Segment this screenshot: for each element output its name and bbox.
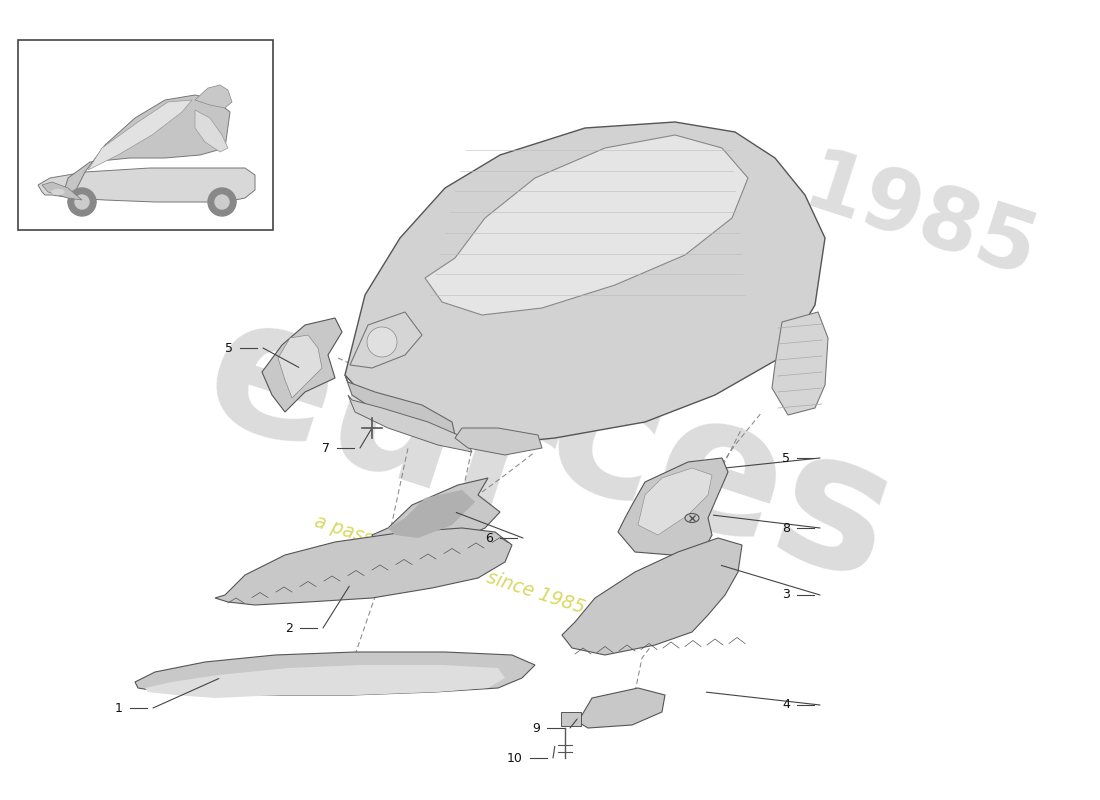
Text: 7: 7 <box>322 442 330 454</box>
Polygon shape <box>88 100 192 170</box>
Text: 9: 9 <box>532 722 540 734</box>
Text: 10: 10 <box>507 751 522 765</box>
Polygon shape <box>345 375 455 435</box>
Text: 8: 8 <box>782 522 790 534</box>
Ellipse shape <box>52 190 64 194</box>
Polygon shape <box>278 335 322 398</box>
Circle shape <box>75 195 89 209</box>
Polygon shape <box>135 652 535 695</box>
Ellipse shape <box>208 197 236 207</box>
Ellipse shape <box>685 514 698 522</box>
Text: 5: 5 <box>226 342 233 354</box>
Text: eur: eur <box>184 279 576 561</box>
Circle shape <box>214 195 229 209</box>
Circle shape <box>68 188 96 216</box>
Polygon shape <box>372 478 500 555</box>
Polygon shape <box>350 312 422 368</box>
Polygon shape <box>195 110 228 152</box>
Polygon shape <box>345 122 825 445</box>
Polygon shape <box>425 135 748 315</box>
Text: 4: 4 <box>782 698 790 711</box>
Polygon shape <box>578 688 666 728</box>
Polygon shape <box>262 318 342 412</box>
Text: ces: ces <box>526 340 914 620</box>
Polygon shape <box>42 182 82 200</box>
Text: 6: 6 <box>485 531 493 545</box>
Bar <box>18 40 273 230</box>
Circle shape <box>367 327 397 357</box>
Polygon shape <box>65 95 230 198</box>
Circle shape <box>208 188 236 216</box>
Polygon shape <box>772 312 828 415</box>
Polygon shape <box>455 428 542 455</box>
Polygon shape <box>388 490 475 538</box>
Text: 2: 2 <box>285 622 293 634</box>
Text: 1985: 1985 <box>793 143 1047 297</box>
Polygon shape <box>39 168 255 202</box>
Polygon shape <box>348 395 472 452</box>
Text: 5: 5 <box>782 451 790 465</box>
Polygon shape <box>145 665 505 698</box>
Polygon shape <box>195 85 232 108</box>
Polygon shape <box>214 528 512 605</box>
Text: 1: 1 <box>116 702 123 714</box>
Text: a passion for parts since 1985: a passion for parts since 1985 <box>312 512 587 618</box>
Polygon shape <box>562 538 742 655</box>
FancyBboxPatch shape <box>561 712 581 726</box>
Ellipse shape <box>68 197 96 207</box>
Polygon shape <box>638 468 712 535</box>
Polygon shape <box>618 458 728 555</box>
Text: 3: 3 <box>782 589 790 602</box>
